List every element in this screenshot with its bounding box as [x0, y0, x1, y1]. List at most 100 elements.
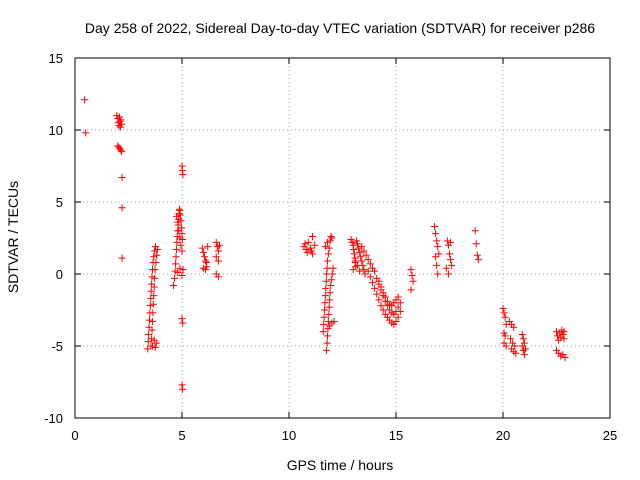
- data-point: [311, 241, 319, 249]
- data-point: [501, 313, 509, 321]
- data-point: [349, 266, 357, 274]
- data-point: [148, 318, 156, 326]
- data-point: [392, 318, 400, 326]
- data-point: [306, 244, 314, 252]
- data-point: [394, 303, 402, 311]
- data-point: [407, 266, 415, 274]
- data-point: [326, 296, 334, 304]
- data-point: [153, 251, 161, 259]
- data-point: [173, 212, 181, 220]
- data-point: [431, 222, 439, 230]
- data-point: [353, 261, 361, 269]
- data-point: [321, 299, 329, 307]
- data-point: [178, 381, 186, 389]
- chart-title: Day 258 of 2022, Sidereal Day-to-day VTE…: [85, 20, 595, 36]
- data-point: [366, 273, 374, 281]
- data-point: [560, 335, 568, 343]
- data-point: [199, 248, 207, 256]
- data-point: [511, 342, 519, 350]
- data-point: [200, 253, 208, 261]
- data-point: [178, 247, 186, 255]
- data-point: [151, 343, 159, 351]
- x-tick-label: 5: [178, 428, 185, 443]
- data-point: [447, 238, 455, 246]
- data-point: [118, 174, 126, 182]
- data-point: [214, 247, 222, 255]
- data-point: [152, 258, 160, 266]
- data-point: [433, 261, 441, 269]
- data-point: [215, 241, 223, 249]
- x-tick-label: 25: [603, 428, 617, 443]
- data-point: [176, 211, 184, 219]
- data-point: [302, 246, 310, 254]
- data-point: [432, 253, 440, 261]
- data-point: [172, 253, 180, 261]
- data-point: [327, 233, 335, 241]
- data-point: [364, 267, 372, 275]
- data-point: [145, 316, 153, 324]
- data-point: [146, 302, 154, 310]
- x-axis-label: GPS time / hours: [287, 457, 394, 473]
- data-point: [472, 240, 480, 248]
- data-point: [347, 235, 355, 243]
- data-point: [471, 227, 479, 235]
- data-point: [377, 283, 385, 291]
- data-point: [174, 218, 182, 226]
- data-point: [368, 279, 376, 287]
- data-point: [150, 253, 158, 261]
- plot-frame: [74, 57, 611, 419]
- data-point: [150, 283, 158, 291]
- data-point: [82, 129, 90, 137]
- data-point: [379, 289, 387, 297]
- data-point: [214, 273, 222, 281]
- data-point: [371, 267, 379, 275]
- data-point: [149, 300, 157, 308]
- data-point: [174, 269, 182, 277]
- data-point: [329, 264, 337, 272]
- data-point: [473, 251, 481, 259]
- data-point: [362, 251, 370, 259]
- data-point: [350, 246, 358, 254]
- data-point: [149, 309, 157, 317]
- data-point: [151, 274, 159, 282]
- data-point: [325, 244, 333, 252]
- data-point: [320, 313, 328, 321]
- data-point: [327, 276, 335, 284]
- data-point: [351, 257, 359, 265]
- data-point: [145, 323, 153, 331]
- data-point: [353, 240, 361, 248]
- data-point: [301, 240, 309, 248]
- data-point: [520, 351, 528, 359]
- data-point: [324, 325, 332, 333]
- data-point: [433, 237, 441, 245]
- data-point: [171, 274, 179, 282]
- data-point: [408, 271, 416, 279]
- data-point: [348, 238, 356, 246]
- data-point: [147, 287, 155, 295]
- data-point: [500, 329, 508, 337]
- data-point: [364, 256, 372, 264]
- data-point: [179, 385, 187, 393]
- data-point: [320, 320, 328, 328]
- data-point: [361, 270, 369, 278]
- data-point: [307, 247, 315, 255]
- data-point: [442, 264, 450, 272]
- data-point: [321, 306, 329, 314]
- data-point: [326, 289, 334, 297]
- data-point: [325, 310, 333, 318]
- data-point: [176, 234, 184, 242]
- data-point: [394, 293, 402, 301]
- data-point: [518, 330, 526, 338]
- data-point: [117, 116, 125, 124]
- data-point: [392, 307, 400, 315]
- data-point: [502, 342, 510, 350]
- y-tick-label: 10: [49, 123, 63, 138]
- data-point: [358, 257, 366, 265]
- data-point: [434, 243, 442, 251]
- y-tick-label: -10: [44, 411, 63, 426]
- data-point: [355, 244, 363, 252]
- data-point: [203, 258, 211, 266]
- data-point: [322, 346, 330, 354]
